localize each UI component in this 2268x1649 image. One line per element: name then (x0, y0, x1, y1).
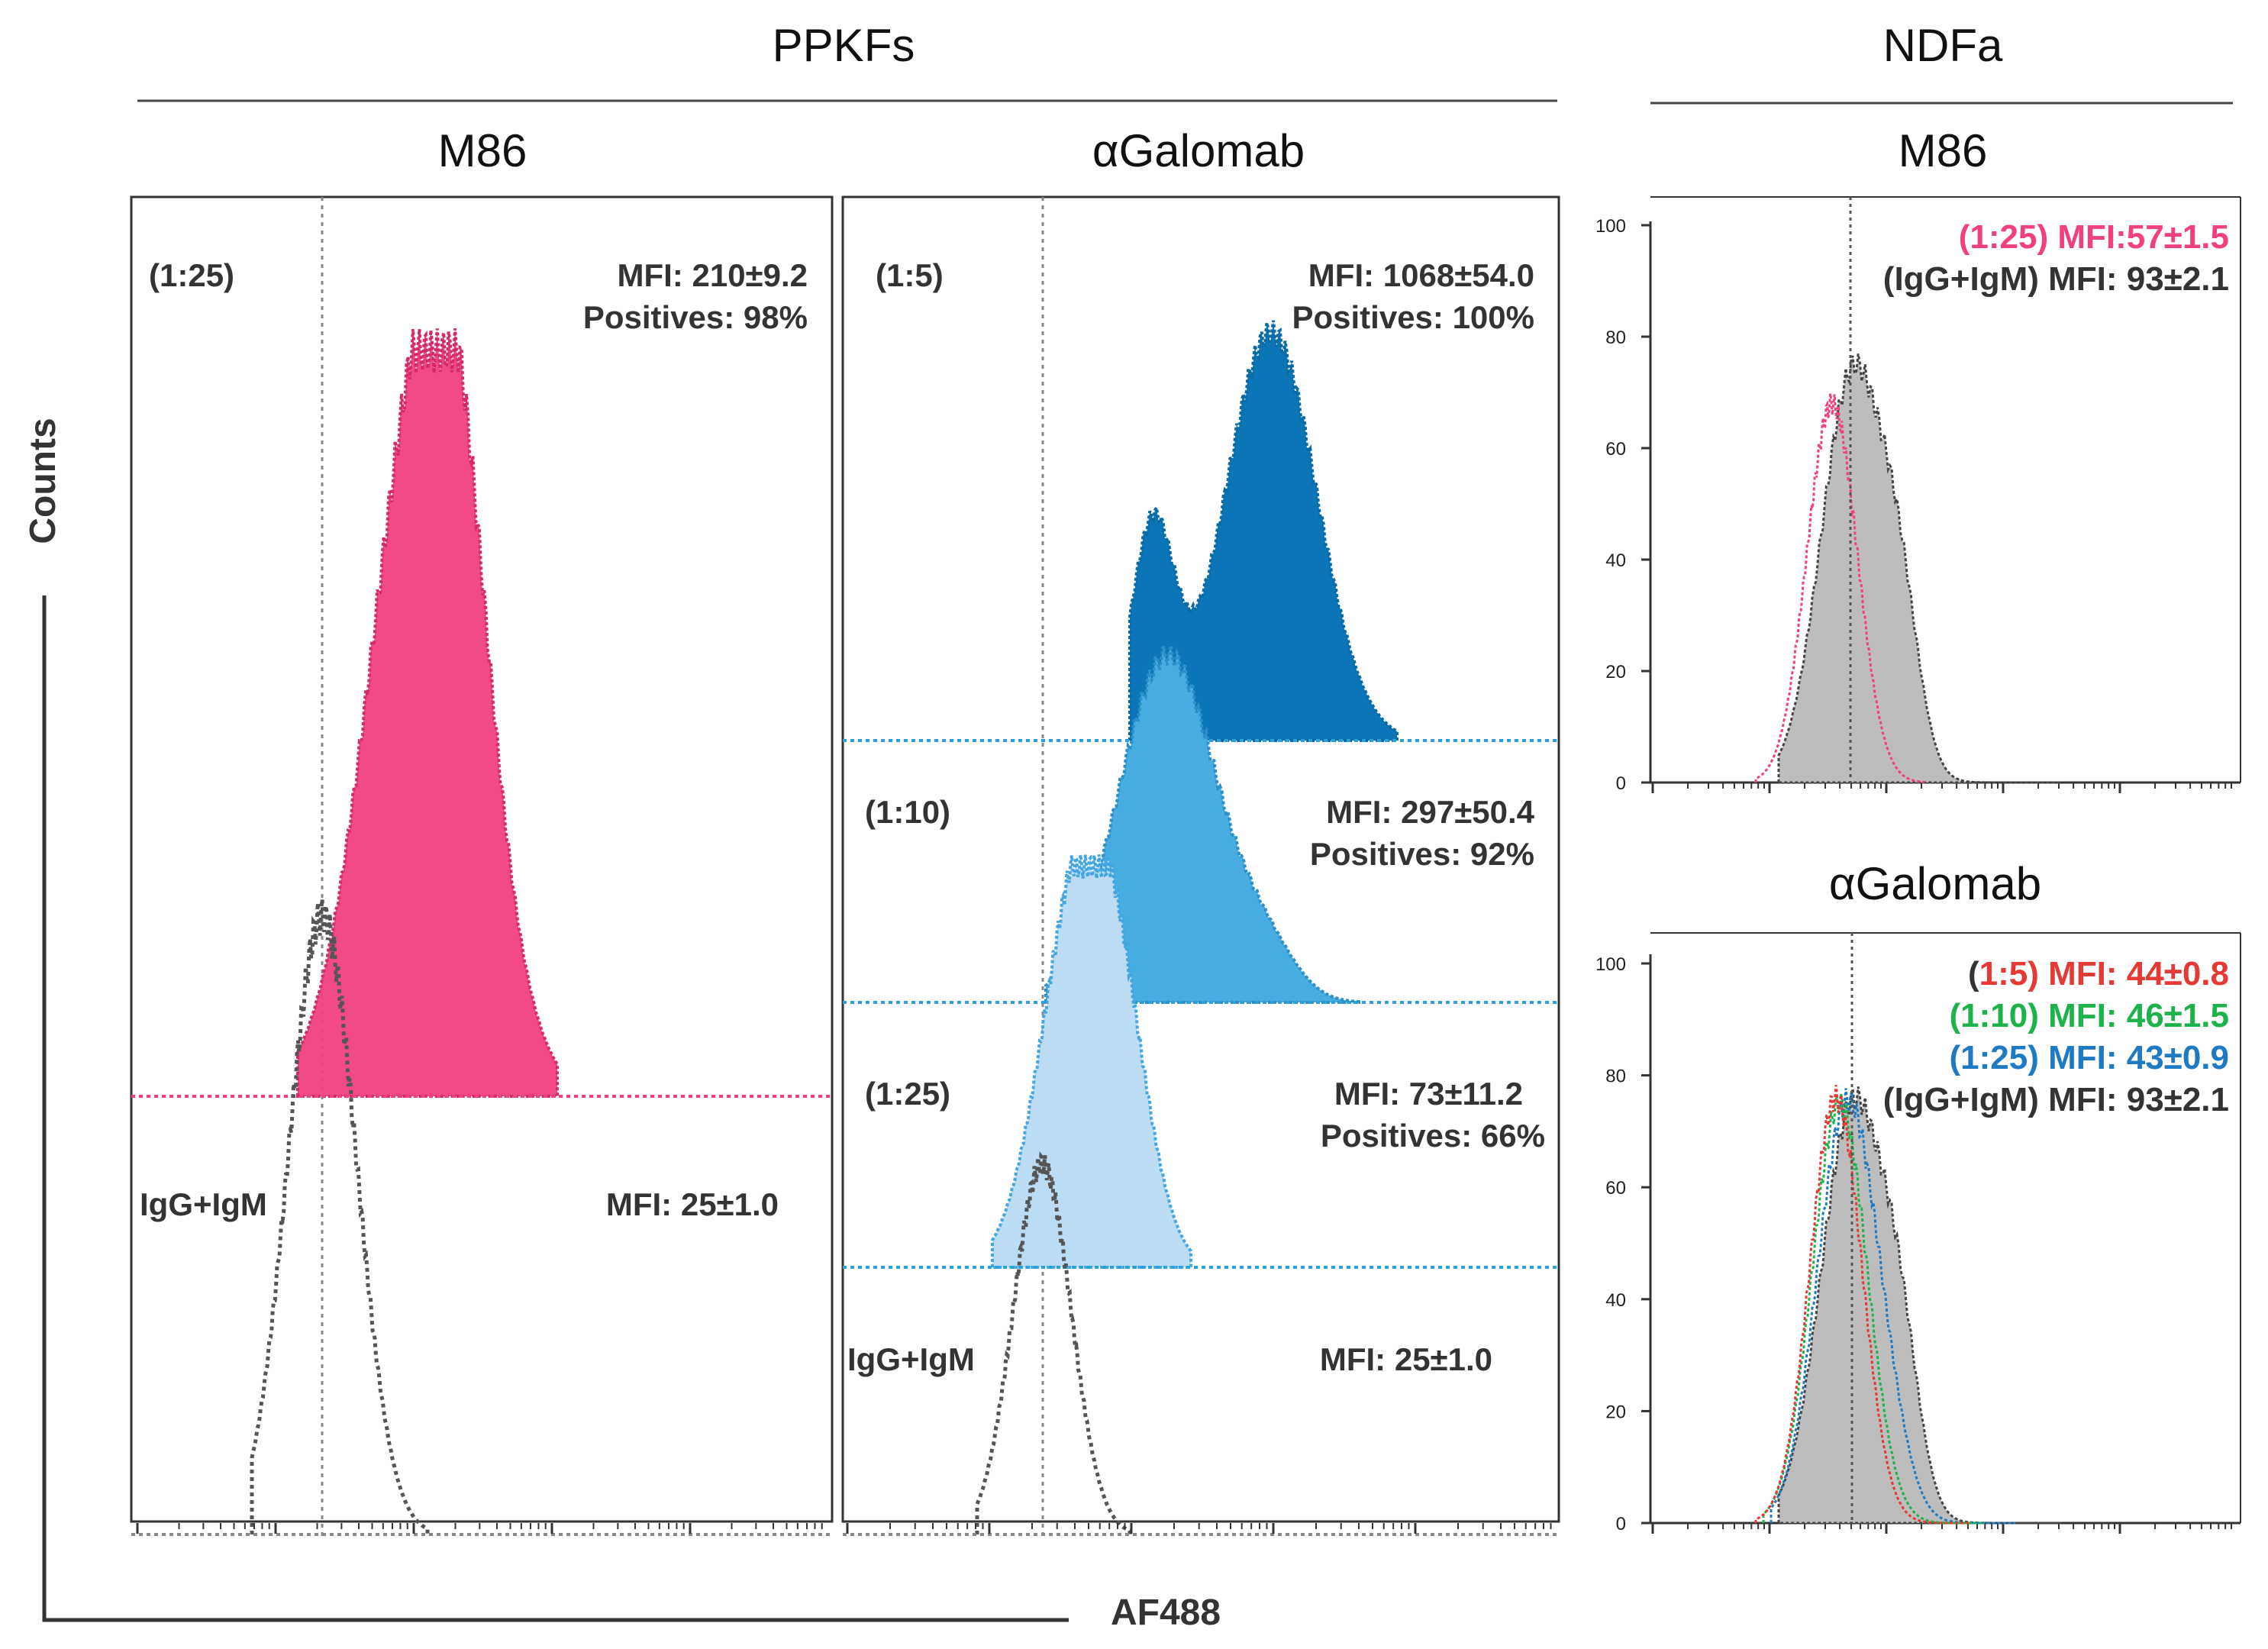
histogram-series-1-10 (1762, 1092, 1985, 1525)
group-title-ndfa: NDFa (1883, 20, 2003, 71)
histogram-series-igg-igm (975, 1151, 1132, 1534)
axis-arrow-lines (42, 595, 1069, 1622)
panel-frame (841, 195, 1560, 1523)
legend-1-25: (1:25) MFI:57±1.5 (1959, 218, 2229, 256)
x-axis-ticks (1651, 1523, 2232, 1534)
mfi-1-10: MFI: 297±50.4 (1326, 794, 1534, 830)
y-axis-label: Counts (23, 418, 63, 544)
histogram-series-1-25 (296, 328, 559, 1098)
y-tick-label: 0 (1616, 1514, 1626, 1534)
y-tick-label: 0 (1616, 773, 1626, 794)
label-1-5: (1:5) (876, 257, 944, 293)
panel-title-ndfa-galomab: αGalomab (1829, 858, 2041, 909)
legend-igg-igm: (IgG+IgM) MFI: 93±2.1 (1883, 260, 2229, 298)
mfi-igg-igm: MFI: 25±1.0 (1320, 1341, 1492, 1377)
legend-1-5-prefix: ( (1968, 955, 1979, 992)
legend-igg-igm: (IgG+IgM) MFI: 93±2.1 (1883, 1081, 2229, 1118)
positives-1-25: Positives: 66% (1321, 1118, 1545, 1154)
histogram-series-1-5 (1754, 1085, 1970, 1525)
x-axis-label: AF488 (1111, 1593, 1221, 1633)
y-tick-label: 20 (1605, 1402, 1626, 1422)
y-tick-label: 100 (1595, 954, 1626, 975)
mfi-1-5: MFI: 1068±54.0 (1308, 257, 1534, 293)
group-title-ppkfs: PPKFs (773, 20, 915, 71)
panel-title-ndfa-m86: M86 (1899, 125, 1988, 176)
mfi-1-25: MFI: 73±11.2 (1334, 1076, 1523, 1112)
histogram-series-igg-igm (1777, 353, 2061, 784)
y-tick-label: 80 (1605, 1067, 1626, 1087)
label-1-25: (1:25) (149, 257, 234, 293)
panel-ppkf-m86: (1:25) MFI: 210±9.2 Positives: 98% IgG+I… (130, 195, 834, 1538)
y-axis-ticks: 0 20 40 60 80 100 (1595, 954, 1650, 1534)
legend-1-5-text: 1:5) MFI: 44±0.8 (1979, 955, 2229, 992)
positives-1-10: Positives: 92% (1310, 836, 1534, 872)
mfi-igg-igm: MFI: 25±1.0 (606, 1186, 779, 1222)
panel-ndfa-galomab: 0 20 40 60 80 100 (1:5) MFI: 44±0.8 (1:10) MF… (1595, 932, 2241, 1534)
label-1-25: (1:25) (865, 1076, 950, 1112)
y-tick-label: 60 (1605, 439, 1626, 460)
x-axis-ticks (136, 1523, 823, 1534)
legend-1-5: (1:5) MFI: 44±0.8 (1968, 955, 2229, 992)
panel-ppkf-galomab: (1:5) MFI: 1068±54.0 Positives: 100% (1:… (841, 195, 1560, 1538)
y-tick-label: 80 (1605, 328, 1626, 348)
mfi-1-25: MFI: 210±9.2 (618, 257, 808, 293)
x-axis-ticks (846, 1523, 1552, 1534)
panel-title-ppkf-galomab: αGalomab (1092, 125, 1305, 176)
panel-frame (130, 195, 834, 1523)
histogram-series-1-25 (1770, 1088, 2015, 1525)
y-tick-label: 20 (1605, 662, 1626, 683)
label-1-10: (1:10) (865, 794, 950, 830)
y-tick-label: 40 (1605, 550, 1626, 571)
histogram-series-igg-igm (250, 899, 430, 1534)
histogram-series-1-5 (1128, 320, 1399, 742)
label-igg-igm: IgG+IgM (140, 1186, 267, 1222)
positives-1-25: Positives: 98% (583, 299, 808, 335)
histogram-series-1-25 (1754, 393, 1925, 783)
y-tick-label: 40 (1605, 1290, 1626, 1311)
panel-ndfa-m86: 0 20 40 60 80 100 (1:25) MFI:57±1.5 (IgG+IgM)… (1595, 196, 2241, 794)
positives-1-5: Positives: 100% (1292, 299, 1534, 335)
x-axis-ticks (1651, 783, 2232, 793)
panel-title-ppkf-m86: M86 (438, 125, 527, 176)
y-tick-label: 100 (1595, 216, 1626, 237)
label-igg-igm: IgG+IgM (847, 1341, 975, 1377)
y-axis-ticks: 0 20 40 60 80 100 (1595, 216, 1650, 794)
legend-1-10: (1:10) MFI: 46±1.5 (1950, 997, 2229, 1034)
y-tick-label: 60 (1605, 1178, 1626, 1199)
legend-1-25: (1:25) MFI: 43±0.9 (1950, 1039, 2229, 1076)
